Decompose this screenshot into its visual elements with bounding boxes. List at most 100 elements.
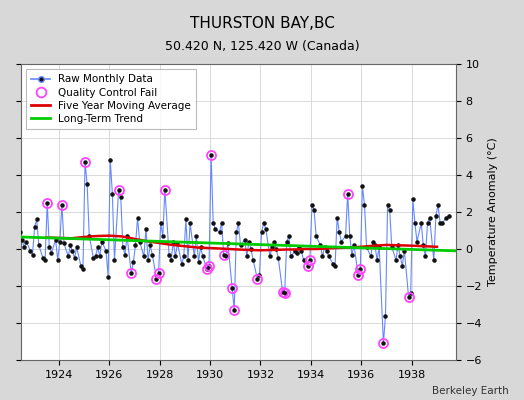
Point — [367, 253, 375, 260]
Point — [97, 238, 106, 245]
Point — [413, 238, 421, 245]
Point — [41, 257, 49, 263]
Point — [232, 229, 241, 236]
Point — [430, 257, 438, 263]
Point — [381, 312, 390, 319]
Point — [132, 242, 140, 248]
Point — [5, 288, 14, 295]
Point — [348, 251, 356, 258]
Point — [224, 240, 232, 247]
Point — [243, 253, 251, 260]
Point — [30, 224, 39, 230]
Point — [373, 257, 381, 263]
Point — [169, 238, 178, 245]
Point — [222, 253, 230, 260]
Point — [293, 250, 301, 256]
Point — [379, 340, 388, 346]
Text: Berkeley Earth: Berkeley Earth — [432, 386, 508, 396]
Point — [299, 257, 308, 263]
Point — [173, 240, 182, 247]
Point — [375, 244, 384, 250]
Point — [388, 244, 396, 250]
Point — [152, 275, 161, 282]
Point — [291, 248, 299, 254]
Point — [405, 294, 413, 300]
Point — [91, 253, 100, 260]
Point — [361, 201, 369, 208]
Point — [394, 242, 402, 248]
Point — [116, 194, 125, 200]
Point — [47, 250, 56, 256]
Point — [278, 288, 287, 295]
Point — [89, 255, 97, 262]
Point — [127, 270, 136, 276]
Point — [331, 262, 339, 269]
Point — [95, 253, 104, 260]
Point — [335, 229, 343, 236]
Point — [140, 253, 148, 260]
Point — [432, 212, 440, 219]
Point — [142, 226, 150, 232]
Point — [247, 246, 255, 252]
Point — [161, 186, 169, 193]
Point — [178, 261, 186, 267]
Point — [51, 236, 60, 243]
Point — [215, 229, 224, 236]
Point — [79, 266, 87, 272]
Point — [241, 236, 249, 243]
Legend: Raw Monthly Data, Quality Control Fail, Five Year Moving Average, Long-Term Tren: Raw Monthly Data, Quality Control Fail, … — [26, 69, 196, 129]
Point — [58, 201, 66, 208]
Point — [384, 201, 392, 208]
Point — [77, 262, 85, 269]
Point — [274, 255, 282, 262]
Point — [322, 248, 331, 254]
Point — [186, 220, 194, 226]
Point — [157, 220, 165, 226]
Point — [70, 255, 79, 262]
Point — [81, 159, 89, 165]
Point — [398, 262, 407, 269]
Point — [320, 244, 329, 250]
Point — [28, 251, 37, 258]
Point — [245, 238, 253, 245]
Point — [392, 257, 400, 263]
Point — [312, 233, 320, 239]
Point — [266, 253, 274, 260]
Point — [110, 257, 118, 263]
Point — [386, 207, 394, 213]
Point — [444, 212, 453, 219]
Point — [356, 266, 365, 272]
Point — [255, 272, 264, 278]
Point — [411, 220, 419, 226]
Point — [259, 220, 268, 226]
Point — [192, 233, 201, 239]
Point — [118, 244, 127, 250]
Point — [136, 238, 144, 245]
Point — [159, 233, 167, 239]
Point — [421, 253, 430, 260]
Point — [220, 251, 228, 258]
Point — [68, 248, 77, 254]
Point — [409, 196, 417, 202]
Point — [297, 248, 305, 254]
Point — [318, 253, 326, 260]
Point — [155, 270, 163, 276]
Point — [341, 233, 350, 239]
Y-axis label: Temperature Anomaly (°C): Temperature Anomaly (°C) — [488, 138, 498, 286]
Point — [287, 253, 295, 260]
Point — [344, 190, 352, 197]
Point — [234, 220, 243, 226]
Point — [228, 285, 236, 291]
Point — [253, 275, 261, 282]
Point — [354, 272, 363, 278]
Point — [400, 248, 409, 254]
Point — [308, 201, 316, 208]
Point — [144, 257, 152, 263]
Point — [129, 259, 138, 265]
Point — [20, 244, 28, 250]
Point — [9, 231, 18, 237]
Point — [249, 257, 257, 263]
Point — [165, 251, 173, 258]
Point — [45, 244, 53, 250]
Point — [371, 242, 379, 248]
